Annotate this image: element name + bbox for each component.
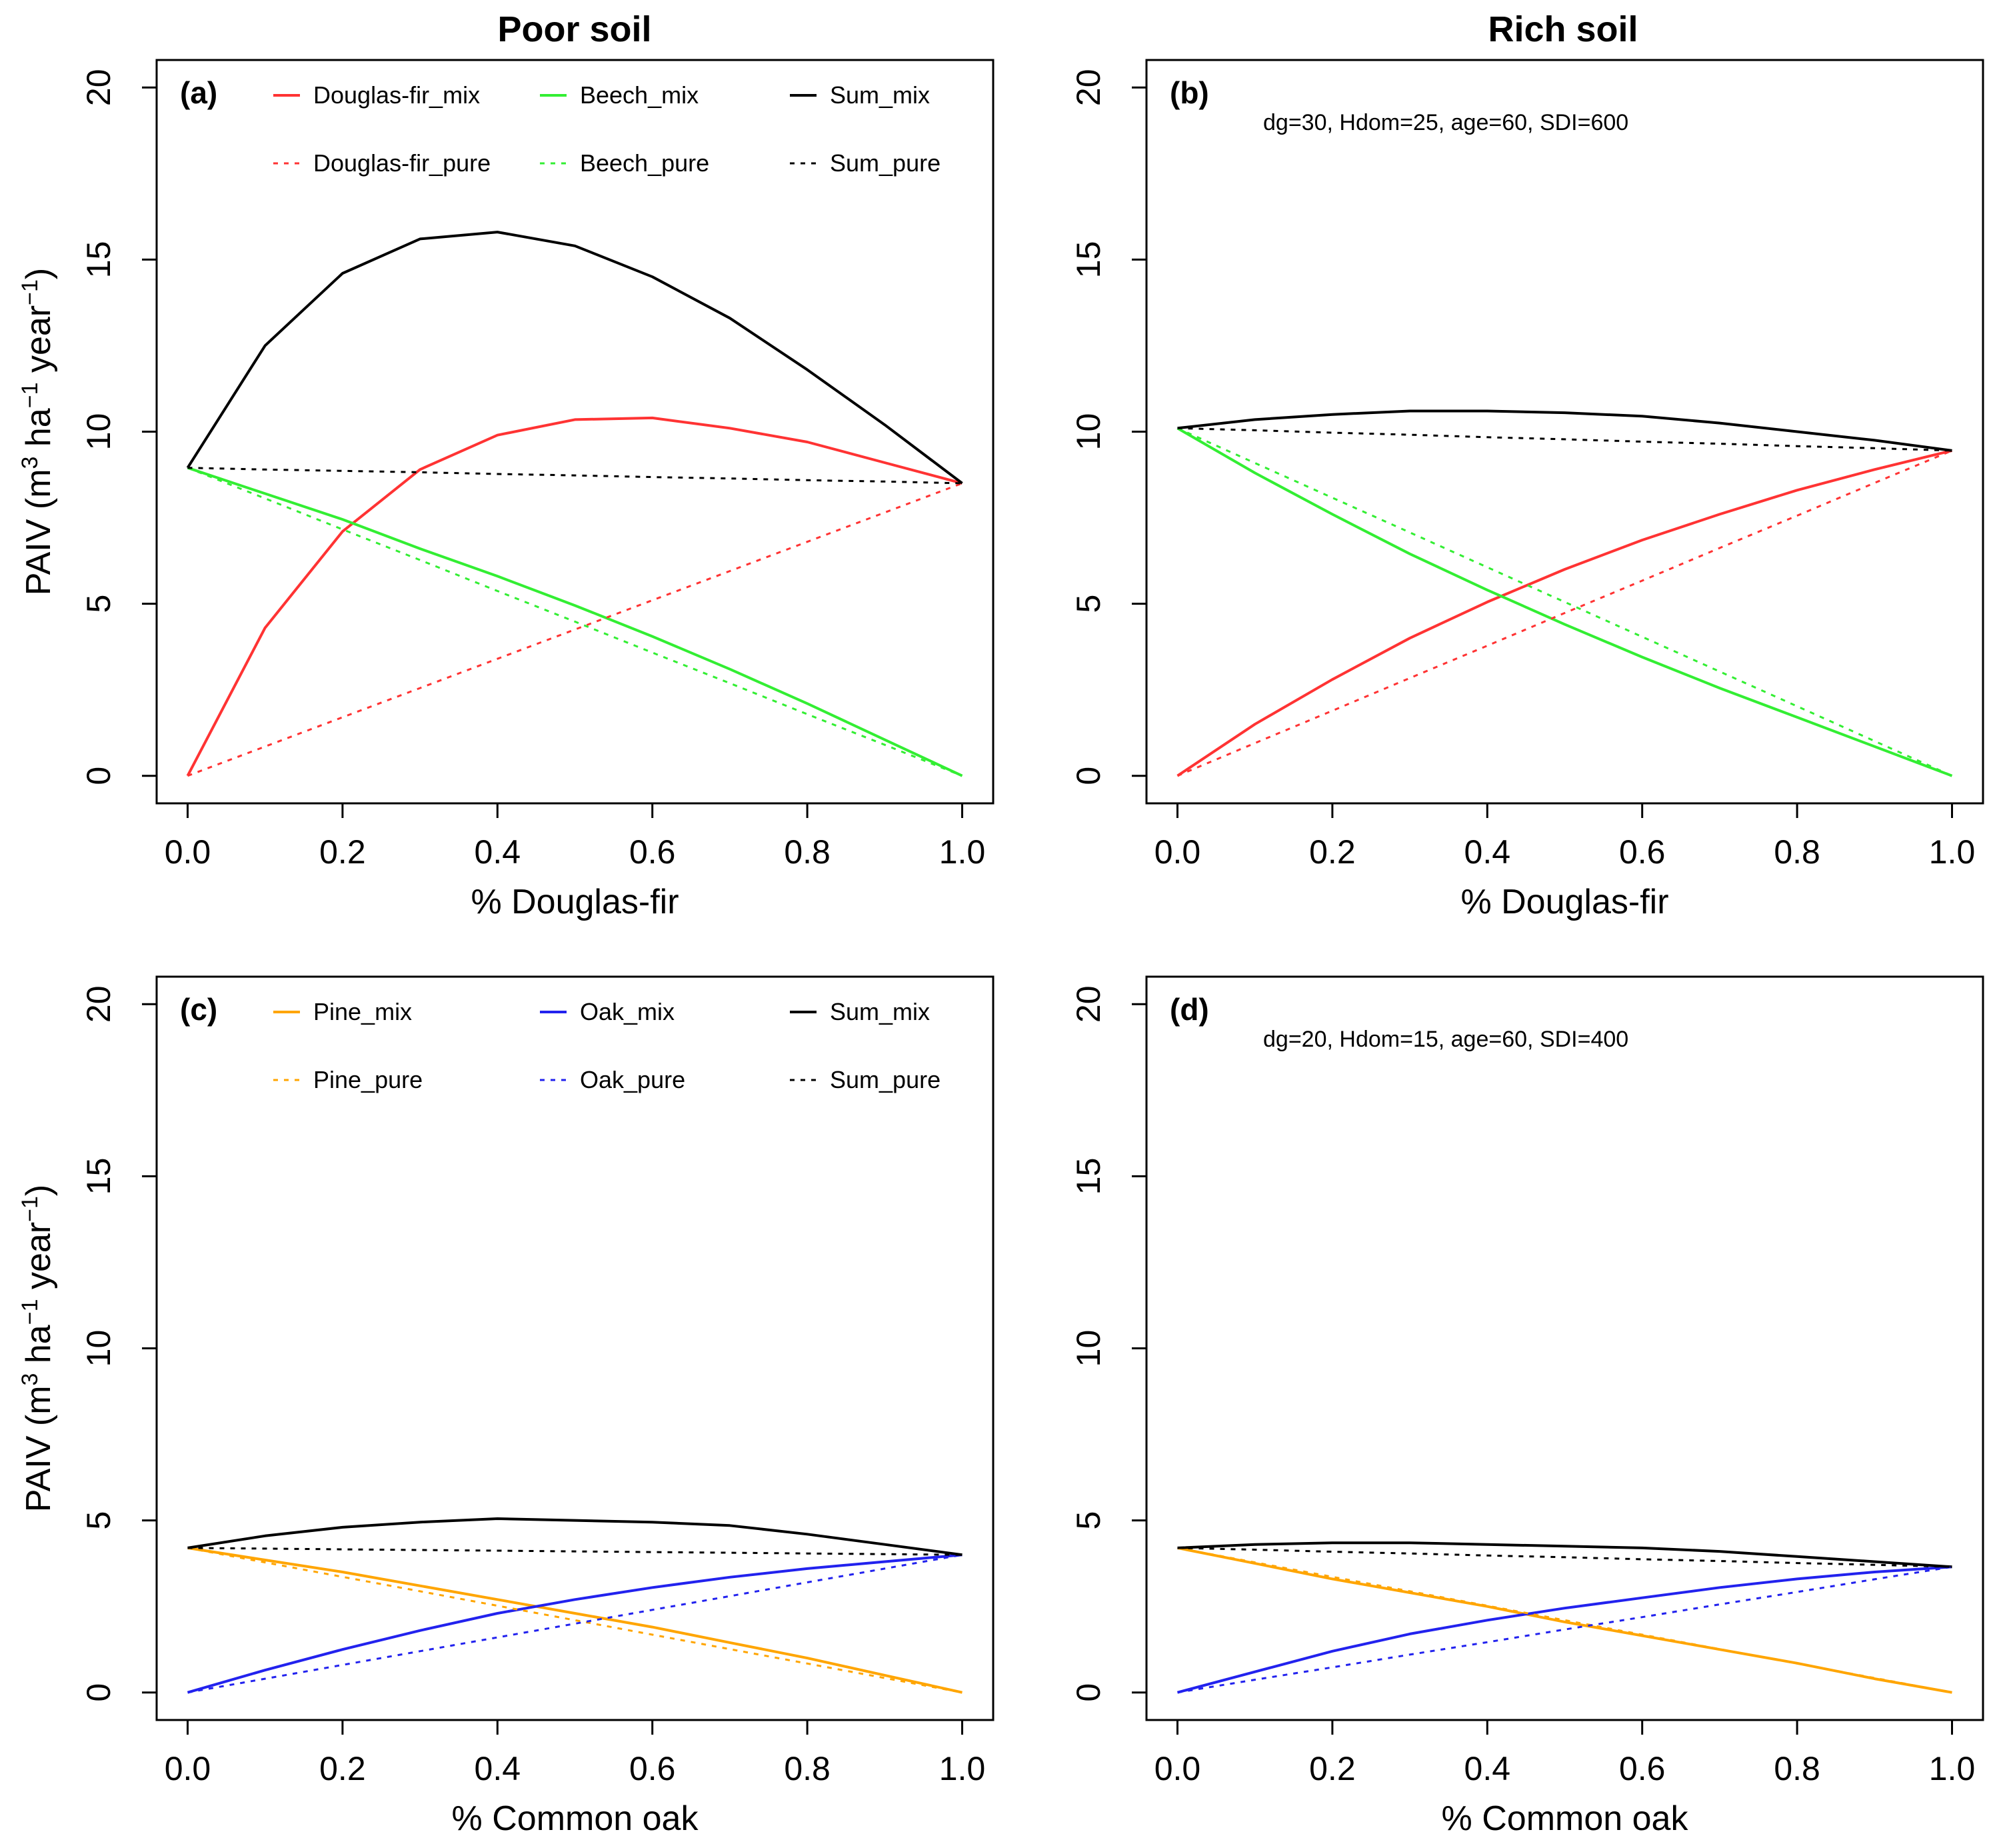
legend-label: Sum_pure: [830, 149, 941, 177]
x-tick-label: 0.6: [629, 1750, 676, 1787]
y-tick-label: 10: [80, 413, 117, 451]
series-line-sum-mix: [187, 1517, 963, 1557]
y-tick-label: 10: [1070, 1330, 1107, 1367]
series-line-sum-mix: [1177, 409, 1952, 452]
legend-label: Douglas-fir_mix: [313, 81, 480, 109]
y-tick-label: 5: [80, 595, 117, 613]
series-line-oak-mix: [187, 1553, 963, 1694]
x-axis-title: % Common oak: [1442, 1799, 1689, 1838]
y-tick-label: 0: [1070, 767, 1107, 785]
series-line-sum-mix: [1177, 1541, 1952, 1569]
legend-label: Sum_pure: [830, 1066, 941, 1093]
x-tick-label: 0.2: [1309, 1750, 1356, 1787]
x-tick-label: 0.6: [1619, 833, 1666, 871]
panel-a: 0.0 0.2 0.4 0.6 0.8 1.0 0 5 10 15 20 % Douglas-fir P…: [17, 59, 995, 921]
panel-label: (a): [180, 75, 217, 110]
series-line-douglas-fir-pure: [1176, 449, 1953, 777]
y-tick-label: 20: [80, 69, 117, 106]
y-tick-label: 5: [1070, 595, 1107, 613]
series-line-oak-mix: [1176, 1565, 1952, 1694]
series-line-sum-mix: [186, 231, 963, 485]
x-axis-title: % Douglas-fir: [471, 883, 679, 921]
x-tick-label: 0.6: [1619, 1750, 1666, 1787]
legend-label: Beech_mix: [580, 81, 699, 109]
series-line-pine-mix: [187, 1546, 963, 1694]
y-tick-label: 20: [1070, 985, 1107, 1023]
x-tick-label: 1.0: [1929, 1750, 1976, 1787]
y-axis-title: PAIV (m3 ha−1 year−1): [17, 268, 58, 595]
y-tick-label: 5: [80, 1511, 117, 1530]
x-tick-label: 0.0: [1154, 833, 1201, 871]
legend-label: Oak_mix: [580, 998, 675, 1025]
x-tick-label: 0.0: [1154, 1750, 1201, 1787]
x-tick-label: 0.0: [165, 833, 211, 871]
series-line-pine-mix: [1177, 1546, 1952, 1694]
y-tick-label: 15: [80, 241, 117, 279]
y-tick-label: 15: [1070, 1158, 1107, 1195]
y-tick-label: 10: [80, 1330, 117, 1367]
x-axis-title: % Douglas-fir: [1460, 883, 1668, 921]
series-line-beech-mix: [187, 466, 963, 777]
x-tick-label: 0.2: [319, 1750, 366, 1787]
y-tick-label: 20: [1070, 69, 1107, 106]
column-title-rich-soil: Rich soil: [1488, 9, 1638, 49]
series-line-beech-mix: [1176, 427, 1953, 777]
series-line-pine-pure: [1177, 1547, 1952, 1694]
y-tick-label: 0: [80, 767, 117, 785]
x-tick-label: 1.0: [939, 833, 986, 871]
column-title-poor-soil: Poor soil: [497, 9, 651, 49]
panel-label: (b): [1170, 75, 1209, 110]
panel-label: (c): [180, 992, 217, 1027]
panel-b: 0.0 0.2 0.4 0.6 0.8 1.0 0 5 10 15 20 % Douglas-fir (…: [1070, 59, 1984, 921]
x-tick-label: 0.4: [475, 833, 521, 871]
x-tick-label: 0.8: [1774, 1750, 1820, 1787]
panel-c: 0.0 0.2 0.4 0.6 0.8 1.0 0 5 10 15 20 % Common oak PA…: [17, 975, 995, 1838]
series-line-douglas-fir-mix: [186, 416, 963, 777]
legend-label: Douglas-fir_pure: [313, 149, 491, 177]
parameter-annotation: dg=20, Hdom=15, age=60, SDI=400: [1263, 1027, 1628, 1052]
series-line-sum-pure: [1177, 427, 1952, 452]
series-line-sum-pure: [1177, 1547, 1952, 1568]
y-tick-label: 0: [1070, 1683, 1107, 1702]
x-tick-label: 0.4: [1464, 833, 1511, 871]
x-tick-label: 1.0: [939, 1750, 986, 1787]
x-tick-label: 0.2: [1309, 833, 1356, 871]
x-tick-label: 0.4: [1464, 1750, 1511, 1787]
y-tick-label: 15: [1070, 241, 1107, 279]
y-tick-label: 5: [1070, 1511, 1107, 1530]
series-line-douglas-fir-mix: [1176, 449, 1952, 777]
x-tick-label: 0.8: [784, 833, 831, 871]
series-line-beech-pure: [1176, 427, 1953, 777]
series-line-pine-pure: [187, 1547, 963, 1694]
legend-label: Beech_pure: [580, 149, 709, 177]
parameter-annotation: dg=30, Hdom=25, age=60, SDI=600: [1263, 110, 1628, 135]
y-tick-label: 0: [80, 1683, 117, 1702]
series-line-sum-pure: [187, 1547, 963, 1556]
x-tick-label: 0.6: [629, 833, 676, 871]
x-tick-label: 1.0: [1929, 833, 1976, 871]
series-line-sum-pure: [187, 467, 963, 485]
y-tick-label: 10: [1070, 413, 1107, 451]
x-tick-label: 0.2: [319, 833, 366, 871]
panel-d: 0.0 0.2 0.4 0.6 0.8 1.0 0 5 10 15 20 % Common oak (d…: [1070, 975, 1984, 1838]
x-tick-label: 0.4: [475, 1750, 521, 1787]
x-tick-label: 0.0: [165, 1750, 211, 1787]
y-tick-label: 20: [80, 985, 117, 1023]
y-axis-title: PAIV (m3 ha−1 year−1): [17, 1185, 58, 1512]
x-tick-label: 0.8: [784, 1750, 831, 1787]
legend-label: Pine_mix: [313, 998, 412, 1025]
legend-label: Sum_mix: [830, 81, 930, 109]
series-line-oak-pure: [1177, 1565, 1952, 1694]
x-axis-title: % Common oak: [452, 1799, 699, 1838]
legend-label: Sum_mix: [830, 998, 930, 1025]
y-tick-label: 15: [80, 1158, 117, 1195]
x-tick-label: 0.8: [1774, 833, 1820, 871]
series-line-beech-pure: [187, 467, 963, 777]
legend-label: Oak_pure: [580, 1066, 685, 1093]
series-line-oak-pure: [187, 1553, 963, 1694]
panel-label: (d): [1170, 992, 1209, 1027]
legend-label: Pine_pure: [313, 1066, 423, 1093]
